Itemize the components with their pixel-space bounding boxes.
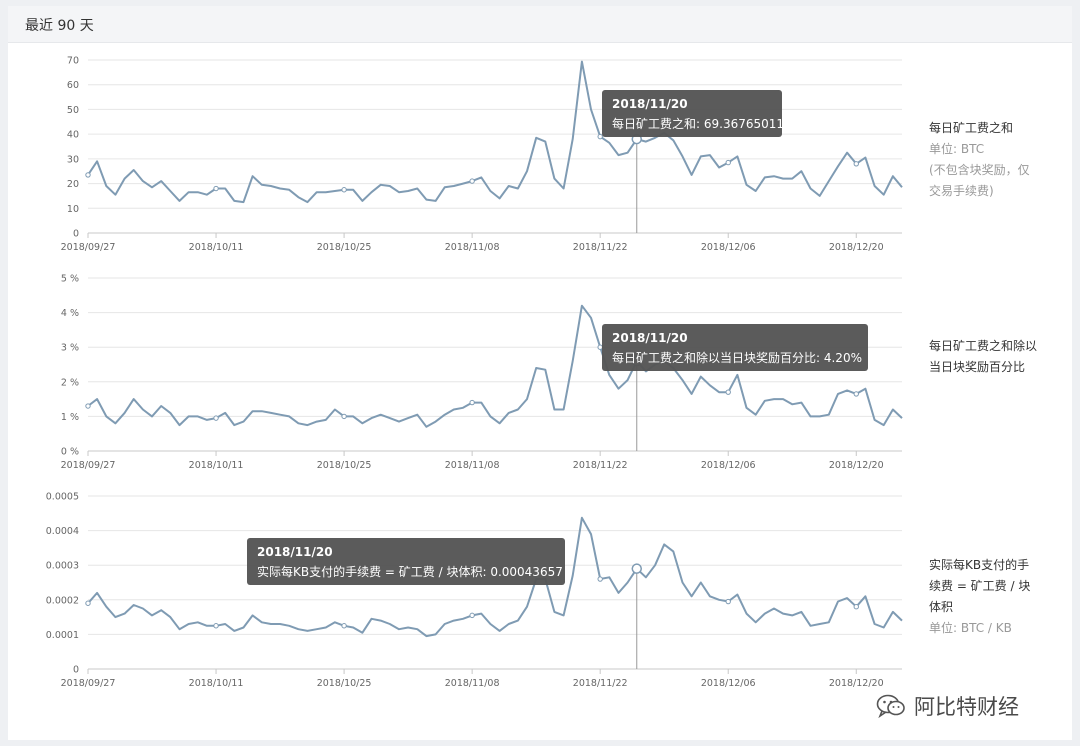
data-point (341, 413, 347, 420)
data-point (213, 415, 219, 421)
side-title-2: 每日矿工费之和除以当日块奖励百分比 (929, 339, 1038, 374)
y-tick-label: 0.0005 (46, 492, 79, 503)
x-tick-label: 2018/11/22 (573, 678, 628, 689)
data-point (341, 187, 347, 193)
x-tick-label: 2018/10/25 (317, 678, 372, 689)
x-tick-label: 2018/12/06 (701, 460, 756, 471)
data-point (341, 623, 347, 629)
data-point (597, 576, 603, 582)
y-tick-label: 0 % (61, 447, 79, 458)
side-title-1: 每日矿工费之和 (929, 121, 1014, 135)
x-tick-label: 2018/12/20 (829, 678, 884, 689)
side-title-3: 实际每KB支付的手续费 = 矿工费 / 块体积 (929, 558, 1031, 614)
data-point (725, 159, 731, 166)
series-line (87, 516, 903, 638)
side-legend-1: 每日矿工费之和 单位: BTC (不包含块奖励，仅 交易手续费) (929, 118, 1049, 202)
y-tick-label: 0.0004 (46, 526, 79, 537)
side-unit-1: 单位: BTC (929, 142, 985, 156)
x-tick-label: 2018/12/20 (829, 460, 884, 471)
y-tick-label: 30 (67, 154, 79, 165)
tooltip-value: 每日矿工费之和除以当日块奖励百分比: 4.20% (612, 350, 862, 365)
series-line (87, 60, 903, 204)
x-tick-label: 2018/11/22 (573, 460, 628, 471)
y-tick-label: 40 (67, 130, 79, 141)
side-unit-3: 单位: BTC / KB (929, 621, 1012, 635)
series-line (87, 304, 903, 428)
tooltip-value: 每日矿工费之和: 69.36765011 (612, 116, 784, 131)
tooltip-box (247, 538, 565, 585)
data-point (725, 598, 731, 605)
watermark: 阿比特财经 (876, 690, 1019, 722)
tooltip-box (602, 90, 782, 137)
x-tick-label: 2018/10/11 (189, 242, 244, 253)
panel-title: 最近 90 天 (25, 18, 94, 34)
data-point (469, 178, 475, 184)
y-tick-label: 70 (67, 56, 79, 67)
data-point (85, 172, 91, 178)
side-note-1b: 交易手续费) (929, 184, 994, 198)
data-point (597, 344, 603, 350)
chart-panel: 最近 90 天 0 10 20 30 40 50 60 70 2018/09/27 2018/10… (8, 6, 1072, 740)
side-legend-3: 实际每KB支付的手续费 = 矿工费 / 块体积 单位: BTC / KB (929, 555, 1039, 639)
y-tick-label: 0.0003 (46, 561, 79, 572)
tooltip-box (602, 324, 868, 371)
x-tick-label: 2018/12/20 (829, 242, 884, 253)
y-tick-label: 60 (67, 80, 79, 91)
data-point (725, 389, 731, 395)
data-point (469, 612, 475, 619)
x-tick-label: 2018/10/11 (189, 460, 244, 471)
x-tick-label: 2018/11/08 (445, 678, 500, 689)
y-tick-label: 5 % (61, 274, 79, 285)
y-tick-label: 1 % (61, 412, 79, 423)
charts-svg: 0 10 20 30 40 50 60 70 2018/09/27 2018/10/11 2018/… (46, 56, 903, 689)
data-point (85, 403, 91, 409)
y-tick-label: 20 (67, 179, 79, 190)
wechat-icon (876, 694, 905, 719)
y-tick-label: 50 (67, 105, 79, 116)
x-tick-label: 2018/10/25 (317, 460, 372, 471)
data-point (213, 185, 219, 192)
tooltip-date: 2018/11/20 (612, 331, 688, 345)
x-tick-label: 2018/11/08 (445, 460, 500, 471)
data-point (469, 399, 475, 406)
highlight-point (631, 563, 643, 574)
x-tick-label: 2018/11/22 (573, 242, 628, 253)
x-tick-label: 2018/11/08 (445, 242, 500, 253)
tooltip-date: 2018/11/20 (612, 97, 688, 111)
y-tick-label: 0 (73, 665, 79, 676)
data-point (853, 604, 859, 610)
data-point (853, 161, 859, 167)
y-tick-label: 3 % (61, 343, 79, 354)
panel-header: 最近 90 天 (8, 6, 1072, 43)
data-point (213, 623, 219, 629)
y-tick-label: 2 % (61, 377, 79, 388)
side-legend-2: 每日矿工费之和除以当日块奖励百分比 (929, 336, 1041, 378)
x-tick-label: 2018/09/27 (61, 242, 116, 253)
x-tick-label: 2018/10/11 (189, 678, 244, 689)
x-tick-label: 2018/09/27 (61, 460, 116, 471)
side-note-1a: (不包含块奖励，仅 (929, 163, 1030, 177)
watermark-text: 阿比特财经 (914, 695, 1019, 719)
y-tick-label: 0 (73, 229, 79, 240)
y-tick-label: 0.0001 (46, 630, 79, 641)
y-tick-label: 10 (67, 204, 79, 215)
tooltip-value: 实际每KB支付的手续费 = 矿工费 / 块体积: 0.00043657 (257, 564, 563, 579)
x-tick-label: 2018/12/06 (701, 678, 756, 689)
data-point (597, 133, 603, 140)
y-tick-label: 0.0002 (46, 595, 79, 606)
x-tick-label: 2018/12/06 (701, 242, 756, 253)
x-tick-label: 2018/09/27 (61, 678, 116, 689)
data-point (853, 391, 859, 397)
x-tick-label: 2018/10/25 (317, 242, 372, 253)
y-tick-label: 4 % (61, 308, 79, 319)
tooltip-date: 2018/11/20 (257, 545, 333, 559)
data-point (85, 600, 91, 606)
